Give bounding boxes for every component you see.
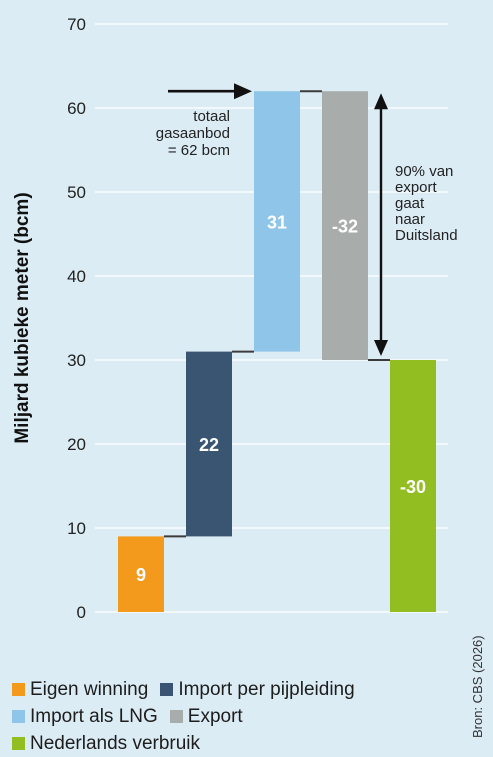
data-label: 9 — [136, 565, 146, 585]
bar — [186, 351, 232, 537]
export-arrow-head-bottom — [374, 340, 388, 356]
export-annotation: gaat — [395, 195, 425, 212]
y-tick-label: 70 — [67, 15, 86, 34]
legend: Eigen winning Import per pijpleiding Impor… — [12, 676, 367, 757]
y-tick-label: 30 — [67, 351, 86, 370]
legend-label: Nederlands verbruik — [30, 733, 201, 754]
legend-swatch — [160, 683, 174, 696]
legend-item: Export — [169, 703, 243, 730]
legend-label: Import per pijpleiding — [178, 679, 355, 700]
y-axis-label: Miljard kubieke meter (bcm) — [12, 192, 33, 443]
data-label: -32 — [332, 217, 358, 237]
legend-item: Eigen winning — [12, 676, 148, 703]
legend-row: Import als LNG Export — [12, 703, 367, 730]
legend-row: Nederlands verbruik — [12, 730, 367, 757]
legend-item: Import als LNG — [12, 703, 158, 730]
supply-annotation: gasaanbod — [156, 125, 230, 142]
legend-row: Eigen winning Import per pijpleiding — [12, 676, 367, 703]
supply-annotation: totaal — [193, 108, 230, 125]
legend-item: Import per pijpleiding — [160, 676, 355, 703]
waterfall-chart: 0 10 20 30 40 50 60 70 Miljard kubieke meter (bc… — [12, 15, 458, 622]
y-tick-label: 40 — [67, 267, 86, 286]
y-tick-label: 50 — [67, 183, 86, 202]
data-label: -30 — [400, 477, 426, 497]
source-note: Bron: CBS (2026) — [470, 635, 485, 738]
legend-swatch — [12, 737, 25, 750]
y-tick-label: 0 — [77, 603, 86, 622]
legend-swatch — [12, 710, 25, 723]
legend-label: Eigen winning — [30, 679, 149, 700]
export-annotation: 90% van — [395, 163, 453, 180]
y-tick-label: 10 — [67, 519, 86, 538]
export-annotation: Duitsland — [395, 227, 458, 244]
export-annotation: naar — [395, 211, 425, 228]
legend-swatch — [169, 710, 183, 723]
legend-item: Nederlands verbruik — [12, 730, 200, 757]
legend-label: Import als LNG — [30, 706, 158, 727]
data-label: 22 — [199, 435, 219, 455]
bar — [254, 91, 300, 352]
data-label: 31 — [267, 212, 287, 232]
supply-arrow-head — [234, 83, 252, 100]
export-arrow-head-top — [374, 93, 388, 110]
y-tick-label: 20 — [67, 435, 86, 454]
y-tick-label: 60 — [67, 99, 86, 118]
export-annotation: export — [395, 179, 438, 196]
legend-swatch — [12, 683, 25, 696]
bar — [390, 360, 436, 612]
legend-label: Export — [187, 706, 243, 727]
bar — [118, 536, 164, 612]
supply-annotation: = 62 bcm — [168, 142, 230, 159]
bar — [322, 91, 368, 360]
